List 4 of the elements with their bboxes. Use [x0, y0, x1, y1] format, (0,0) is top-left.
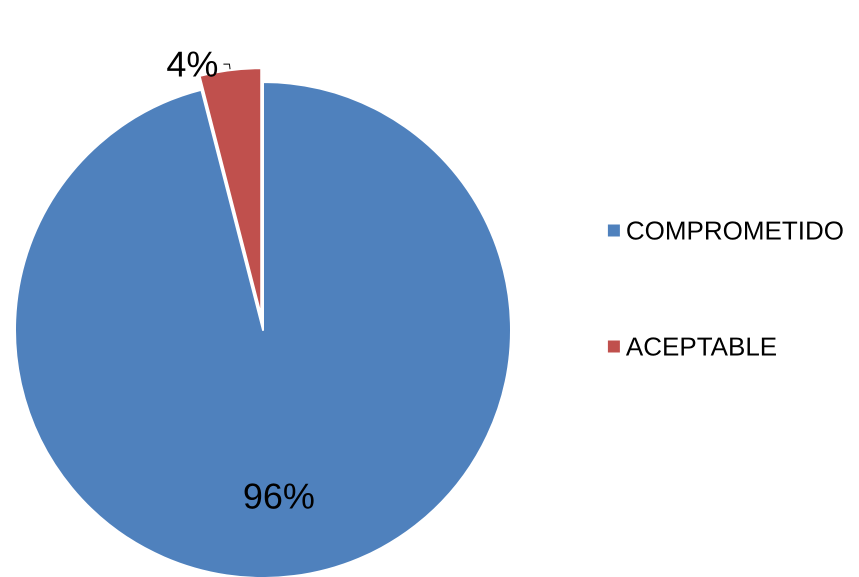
data-label: 4%	[166, 44, 218, 85]
data-label: 96%	[242, 476, 315, 516]
legend-label: ACEPTABLE	[626, 332, 778, 362]
legend-label: COMPROMETIDO	[626, 216, 844, 246]
